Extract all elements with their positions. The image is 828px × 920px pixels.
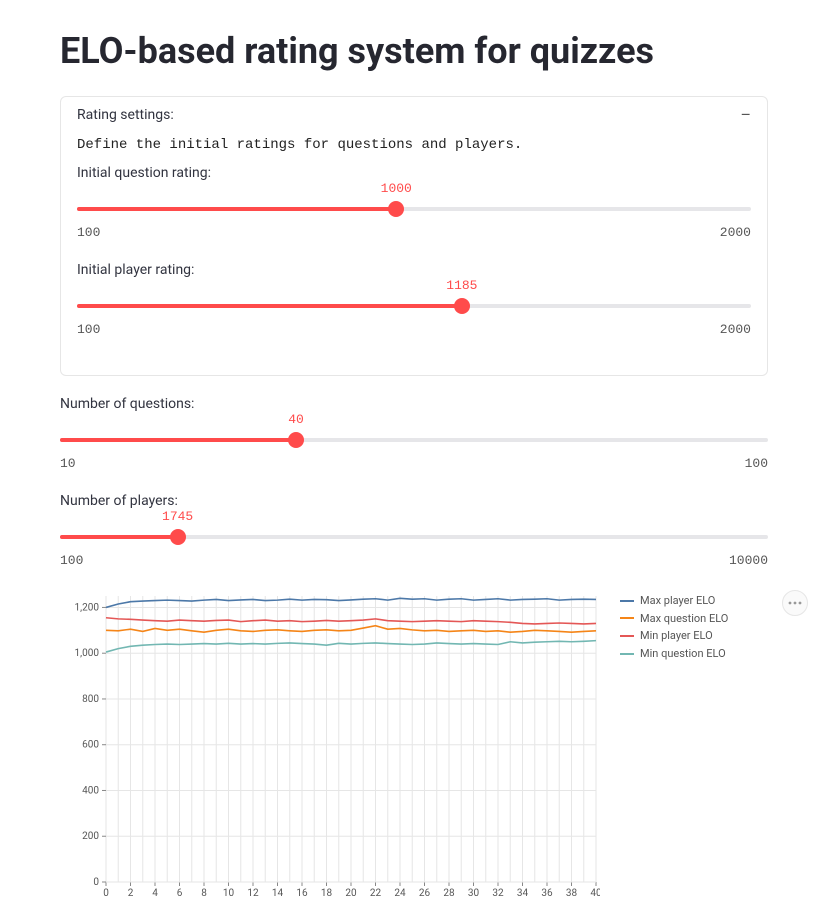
legend-item[interactable]: Max question ELO (620, 610, 728, 628)
slider-min: 10 (60, 456, 76, 471)
collapse-icon[interactable]: – (741, 107, 752, 123)
svg-text:2: 2 (128, 888, 134, 899)
expander-header[interactable]: Rating settings: – (61, 97, 767, 127)
slider-range: 100 10000 (60, 553, 768, 568)
slider-track-wrap[interactable]: 1745 (60, 521, 768, 551)
chart-legend: Max player ELOMax question ELOMin player… (620, 592, 728, 662)
svg-text:26: 26 (419, 888, 431, 899)
svg-text:400: 400 (82, 785, 99, 796)
slider-min: 100 (60, 553, 83, 568)
slider-fill (60, 438, 296, 442)
svg-text:30: 30 (468, 888, 480, 899)
svg-text:24: 24 (394, 888, 406, 899)
slider-label: Initial player rating: (77, 262, 751, 278)
legend-label: Max player ELO (640, 592, 715, 610)
slider-range: 10 100 (60, 456, 768, 471)
slider-fill (77, 207, 396, 211)
svg-text:38: 38 (566, 888, 578, 899)
svg-text:34: 34 (517, 888, 529, 899)
svg-text:12: 12 (247, 888, 259, 899)
slider-track-wrap[interactable]: 1000 (77, 193, 751, 223)
slider-player-rating: Initial player rating: 1185 100 2000 (77, 262, 751, 337)
svg-text:28: 28 (443, 888, 455, 899)
slider-num-questions: Number of questions: 40 10 100 (60, 396, 768, 471)
svg-text:22: 22 (370, 888, 382, 899)
legend-swatch (620, 653, 634, 655)
slider-max: 2000 (720, 322, 751, 337)
slider-value: 40 (288, 412, 304, 427)
svg-text:14: 14 (272, 888, 284, 899)
slider-range: 100 2000 (77, 225, 751, 240)
legend-item[interactable]: Min player ELO (620, 627, 728, 645)
slider-question-rating: Initial question rating: 1000 100 2000 (77, 165, 751, 240)
svg-text:20: 20 (345, 888, 357, 899)
slider-fill (77, 304, 462, 308)
slider-value: 1185 (446, 278, 477, 293)
expander-description: Define the initial ratings for questions… (77, 137, 751, 153)
svg-text:40: 40 (590, 888, 600, 899)
slider-max: 100 (745, 456, 768, 471)
slider-thumb[interactable] (170, 529, 186, 545)
expander-body: Define the initial ratings for questions… (61, 127, 767, 375)
expander-title: Rating settings: (77, 107, 174, 123)
svg-text:1,200: 1,200 (75, 602, 100, 613)
svg-text:16: 16 (296, 888, 308, 899)
slider-thumb[interactable] (454, 298, 470, 314)
slider-label: Number of players: (60, 493, 768, 509)
svg-text:10: 10 (223, 888, 235, 899)
svg-text:6: 6 (177, 888, 183, 899)
legend-label: Max question ELO (640, 610, 728, 628)
svg-text:32: 32 (492, 888, 504, 899)
slider-label: Initial question rating: (77, 165, 751, 181)
slider-label: Number of questions: (60, 396, 768, 412)
ellipsis-icon (788, 601, 802, 605)
svg-text:1,000: 1,000 (75, 648, 100, 659)
slider-min: 100 (77, 225, 100, 240)
legend-swatch (620, 600, 634, 602)
legend-item[interactable]: Max player ELO (620, 592, 728, 610)
svg-text:8: 8 (201, 888, 207, 899)
slider-track-wrap[interactable]: 40 (60, 424, 768, 454)
slider-thumb[interactable] (288, 432, 304, 448)
slider-max: 10000 (729, 553, 768, 568)
svg-text:0: 0 (103, 888, 109, 899)
elo-line-chart: 0246810121416182022242628303234363840020… (60, 590, 768, 900)
slider-min: 100 (77, 322, 100, 337)
svg-text:36: 36 (541, 888, 553, 899)
chart-menu-button[interactable] (782, 590, 808, 616)
svg-text:4: 4 (152, 888, 158, 899)
page-title: ELO-based rating system for quizzes (60, 30, 768, 72)
slider-track-wrap[interactable]: 1185 (77, 290, 751, 320)
svg-text:0: 0 (93, 877, 99, 888)
svg-text:18: 18 (321, 888, 333, 899)
legend-item[interactable]: Min question ELO (620, 645, 728, 663)
chart-svg: 0246810121416182022242628303234363840020… (60, 590, 600, 900)
legend-label: Min player ELO (640, 627, 713, 645)
slider-value: 1000 (381, 181, 412, 196)
legend-label: Min question ELO (640, 645, 726, 663)
slider-value: 1745 (162, 509, 193, 524)
slider-num-players: Number of players: 1745 100 10000 (60, 493, 768, 568)
svg-text:200: 200 (82, 831, 99, 842)
legend-swatch (620, 617, 634, 619)
legend-swatch (620, 635, 634, 637)
svg-text:800: 800 (82, 694, 99, 705)
slider-fill (60, 535, 178, 539)
svg-text:600: 600 (82, 740, 99, 751)
slider-thumb[interactable] (388, 201, 404, 217)
slider-max: 2000 (720, 225, 751, 240)
rating-settings-expander: Rating settings: – Define the initial ra… (60, 96, 768, 376)
slider-range: 100 2000 (77, 322, 751, 337)
